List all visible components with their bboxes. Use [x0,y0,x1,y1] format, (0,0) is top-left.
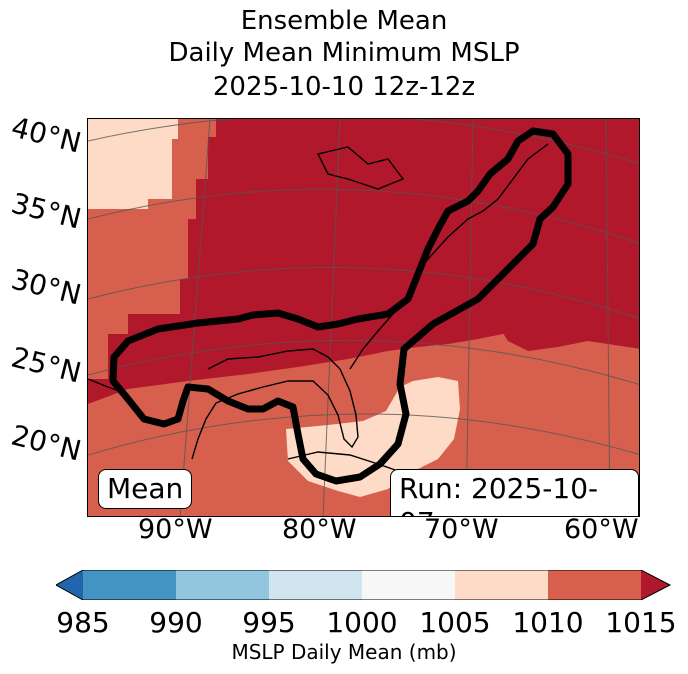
colorbar-segment-3 [269,570,362,600]
colorbar-arrow-right [641,570,670,600]
lat-label-20n: 20°N [8,418,85,468]
run-label-box: Run: 2025-10-07 [390,469,639,516]
cuba-coast [287,451,399,472]
mean-label-box: Mean [98,469,193,509]
field-light-west [88,119,178,209]
pressure-map: Mean Run: 2025-10-07 [87,118,640,517]
colorbar-tick-995: 995 [242,606,296,639]
field-light-south [286,377,460,497]
colorbar-segment-2 [176,570,269,600]
lat-label-35n: 35°N [8,186,85,236]
colorbar-tick-985: 985 [56,606,110,639]
colorbar-tick-1015: 1015 [605,606,677,639]
colorbar-tick-990: 990 [149,606,203,639]
colorbar-tick-1010: 1010 [512,606,584,639]
graticule-lat-25 [88,339,639,385]
map-canvas [88,119,639,516]
field-dark-red-atlantic [388,119,639,351]
colorbar-tick-1005: 1005 [419,606,491,639]
lon-label-80w: 80°W [282,514,357,545]
graticule-lon-90w [179,119,211,516]
atlantic-coast [349,143,549,370]
colorbar [56,570,672,600]
colorbar-arrow-left [56,570,83,600]
graticule-lat-30 [88,266,639,319]
great-lakes [316,146,405,190]
lat-label-40n: 40°N [8,110,85,160]
lat-label-25n: 25°N [8,340,85,390]
title-line-2: Daily Mean Minimum MSLP [168,38,520,68]
lon-label-90w: 90°W [138,514,213,545]
lon-label-60w: 60°W [564,514,639,545]
colorbar-label: MSLP Daily Mean (mb) [231,640,457,664]
colorbar-segment-4 [362,570,455,600]
lon-label-70w: 70°W [424,514,499,545]
graticule-lat-20 [88,413,639,456]
graticule-lon-70w [465,119,474,516]
colorbar-segment-6 [548,570,641,600]
colorbar-tick-1000: 1000 [326,606,398,639]
lat-label-30n: 30°N [8,262,85,312]
colorbar-segment-5 [455,570,548,600]
colorbar-segment-1 [83,570,176,600]
graticule-lon-60w [605,119,611,516]
graticule-lon-80w [322,119,341,516]
graticule-lat-35 [88,188,639,244]
title-line-1: Ensemble Mean [240,6,448,36]
title-line-3: 2025-10-10 12z-12z [212,72,476,102]
ensemble-contour [109,127,572,485]
